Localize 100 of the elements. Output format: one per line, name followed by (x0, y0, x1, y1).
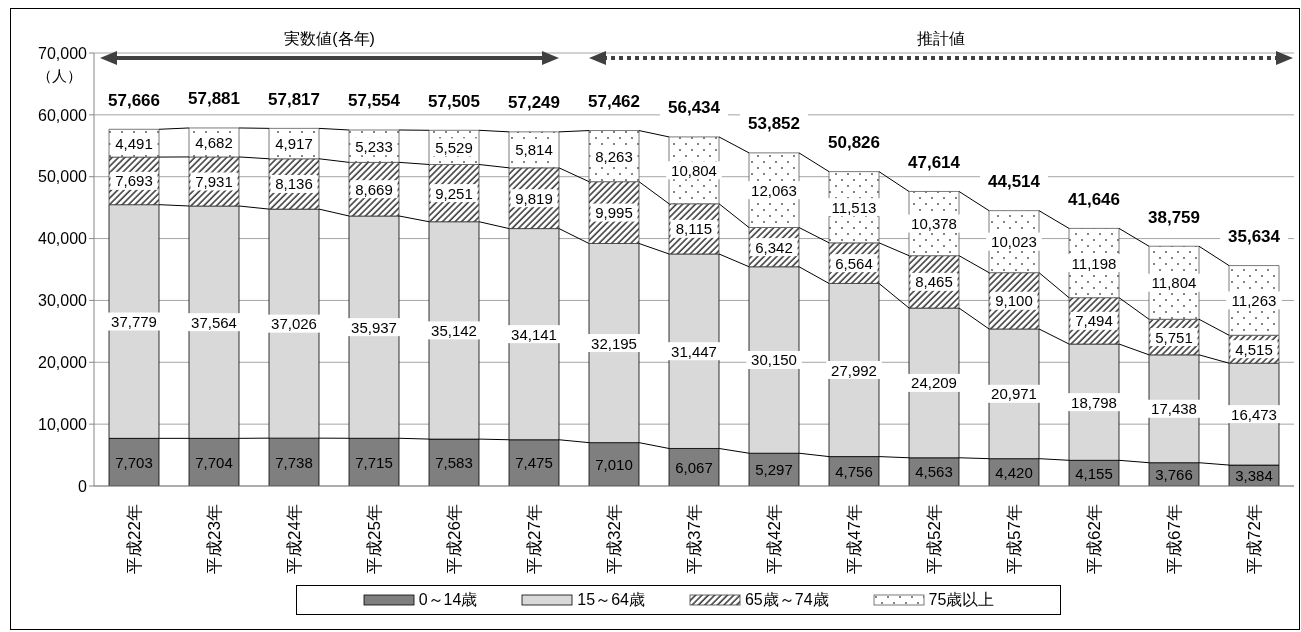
legend-label: 15～64歳 (577, 589, 645, 610)
data-label: 7,738 (275, 453, 313, 471)
data-label: 6,564 (835, 254, 873, 272)
data-label: 9,819 (515, 189, 553, 207)
data-label: 7,931 (195, 172, 233, 190)
total-label: 47,614 (908, 152, 961, 172)
data-label: 10,378 (911, 215, 957, 233)
y-tick-label: 40,000 (38, 230, 88, 248)
x-tick-label: 平成47年 (844, 504, 864, 574)
total-label: 57,881 (188, 89, 240, 109)
total-label: 57,554 (348, 91, 401, 111)
y-tick-label: 70,000 (38, 44, 88, 62)
data-label: 4,420 (995, 463, 1033, 481)
total-label: 57,666 (108, 90, 160, 110)
data-label: 7,715 (355, 453, 393, 471)
x-tick-label: 平成67年 (1164, 504, 1184, 574)
data-label: 5,233 (355, 137, 393, 155)
data-label: 20,971 (991, 385, 1037, 403)
data-label: 11,513 (831, 198, 877, 216)
data-label: 6,067 (675, 458, 713, 476)
total-label: 57,505 (428, 91, 480, 111)
text: 実数値(各年) (284, 30, 375, 47)
data-label: 18,798 (1071, 393, 1117, 411)
data-label: 30,150 (751, 351, 797, 369)
text: 推計値 (917, 30, 965, 47)
x-tick-label: 平成25年 (364, 504, 384, 574)
data-label: 8,263 (595, 147, 633, 165)
data-label: 7,583 (435, 454, 473, 472)
data-label: 12,063 (751, 181, 797, 199)
data-label: 5,297 (755, 461, 793, 479)
data-label: 5,814 (515, 141, 553, 159)
data-label: 5,751 (1155, 328, 1193, 346)
data-label: 9,995 (595, 204, 633, 222)
data-label: 34,141 (511, 325, 557, 343)
total-label: 44,514 (988, 172, 1041, 192)
data-label: 4,491 (115, 134, 153, 152)
data-label: 4,917 (275, 135, 313, 153)
data-label: 8,465 (915, 273, 953, 291)
total-label: 38,759 (1148, 207, 1200, 227)
y-tick-label: 60,000 (38, 106, 88, 124)
data-label: 7,494 (1075, 312, 1113, 330)
data-label: 7,703 (115, 453, 153, 471)
data-label: 4,756 (835, 462, 873, 480)
data-label: 8,115 (675, 220, 713, 238)
total-label: 57,462 (588, 92, 640, 112)
total-label: 57,249 (508, 93, 560, 113)
data-label: 6,342 (755, 238, 793, 256)
data-label: 8,136 (275, 175, 313, 193)
total-label: 41,646 (1068, 189, 1120, 209)
x-tick-label: 平成26年 (444, 504, 464, 574)
data-label: 7,693 (115, 172, 153, 190)
data-label: 4,155 (1075, 464, 1113, 482)
data-label: 24,209 (911, 374, 957, 392)
data-label: 11,263 (1231, 291, 1277, 309)
data-label: 4,515 (1235, 340, 1273, 358)
y-tick-label: 30,000 (38, 292, 88, 310)
data-label: 37,026 (271, 315, 317, 333)
data-label: 7,475 (515, 454, 553, 472)
x-tick-label: 平成42年 (764, 504, 784, 574)
data-label: 8,669 (355, 180, 393, 198)
data-label: 32,195 (591, 334, 637, 352)
data-label: 31,447 (671, 342, 717, 360)
data-label: 17,438 (1151, 400, 1197, 418)
x-tick-label: 平成32年 (604, 504, 624, 574)
data-label: 35,937 (351, 318, 397, 336)
legend-label: 0～14歳 (418, 589, 478, 610)
x-tick-label: 平成24年 (284, 504, 304, 574)
x-tick-label: 平成57年 (1004, 504, 1024, 574)
x-tick-label: 平成72年 (1244, 504, 1264, 574)
data-label: 11,198 (1071, 254, 1117, 272)
x-tick-label: 平成27年 (524, 504, 544, 574)
data-label: 9,100 (995, 292, 1033, 310)
data-label: 9,251 (435, 184, 473, 202)
total-label: 35,634 (1228, 227, 1281, 247)
x-tick-label: 平成62年 (1084, 504, 1104, 574)
data-label: 4,563 (915, 463, 953, 481)
total-label: 53,852 (748, 114, 800, 134)
legend-label: 65歳～74歳 (744, 589, 829, 610)
data-label: 5,529 (435, 138, 473, 156)
data-label: 11,804 (1151, 274, 1197, 292)
y-tick-label: 0 (78, 477, 88, 495)
data-label: 7,010 (595, 455, 633, 473)
y-tick-label: 20,000 (38, 353, 88, 371)
data-label: 10,804 (671, 161, 717, 179)
x-tick-label: 平成22年 (124, 504, 144, 574)
data-label: 10,023 (991, 233, 1037, 251)
x-tick-label: 平成52年 (924, 504, 944, 574)
x-tick-label: 平成37年 (684, 504, 704, 574)
total-label: 57,817 (268, 89, 320, 109)
y-tick-label: 50,000 (38, 168, 88, 186)
total-label: 50,826 (828, 133, 880, 153)
total-label: 56,434 (668, 98, 721, 118)
legend-label: 75歳以上 (928, 589, 995, 610)
data-label: 37,564 (191, 313, 237, 331)
data-label: 3,766 (1155, 465, 1193, 483)
data-label: 3,384 (1235, 467, 1273, 485)
data-label: 35,142 (431, 321, 477, 339)
data-label: 7,704 (195, 453, 233, 471)
y-axis-title: （人） (36, 67, 82, 84)
x-tick-label: 平成23年 (204, 504, 224, 574)
